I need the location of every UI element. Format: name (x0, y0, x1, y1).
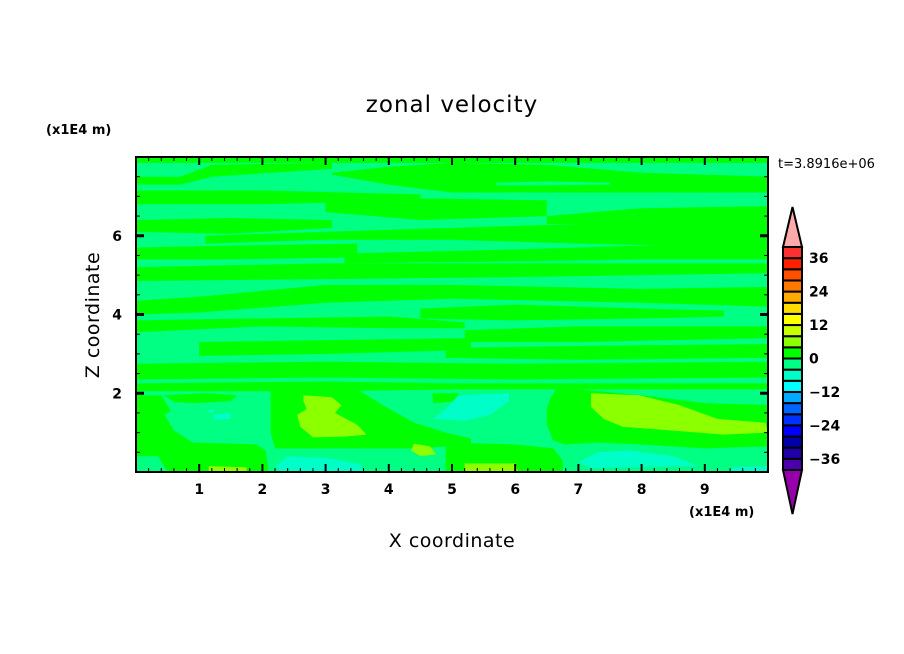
contour-band (464, 326, 768, 343)
contour-band (136, 162, 332, 185)
colorbar-box (782, 402, 803, 416)
colorbar-box (782, 435, 803, 449)
colorbar-tick-label: 36 (809, 251, 828, 267)
y-axis-label: Z coordinate (82, 252, 104, 378)
colorbar-box (782, 379, 803, 393)
tick-labels: 1 2 3 4 5 6 7 8 9 2 4 6 (112, 229, 709, 498)
contour-band (136, 243, 358, 260)
y-unit-label: (x1E4 m) (46, 123, 111, 138)
colorbar-box (782, 268, 803, 282)
colorbar-box (782, 357, 803, 371)
contour-region (136, 395, 269, 472)
x-tick-label: 8 (637, 482, 647, 498)
contour-region (297, 395, 367, 438)
colorbar-tick-label: −12 (809, 385, 840, 401)
contour-region (410, 443, 437, 457)
contour-band (136, 284, 768, 315)
colorbar-box (782, 346, 803, 360)
contour-band (325, 198, 547, 220)
x-tick-label: 5 (447, 482, 457, 498)
contour-region (205, 409, 215, 413)
contour-band (331, 162, 768, 193)
colorbar-box (782, 368, 803, 382)
x-axis-label: X coordinate (389, 530, 515, 552)
contour-field (136, 157, 768, 472)
contour-band (496, 181, 610, 186)
contour-region (275, 456, 364, 472)
colorbar-tick-label: 24 (809, 285, 829, 301)
colorbar-tick-label: −24 (809, 418, 840, 434)
colorbar-box (782, 424, 803, 438)
contour-band (136, 381, 768, 392)
y-tick-label: 4 (112, 308, 122, 324)
contour-band (420, 304, 724, 321)
x-tick-label: 9 (700, 482, 710, 498)
colorbar-box (782, 446, 803, 460)
x-tick-label: 1 (194, 482, 204, 498)
contour-band (445, 344, 768, 360)
time-label: t=3.8916e+06 (778, 157, 875, 172)
plot-frame (135, 156, 769, 473)
colorbar-tick-label: −36 (809, 452, 840, 468)
contour-region (164, 393, 238, 404)
contour-region (433, 393, 509, 421)
colorbar-box (782, 257, 803, 271)
x-tick-label: 2 (258, 482, 268, 498)
colorbar-box (782, 390, 803, 405)
contour-region (591, 393, 768, 435)
colorbar: −36 −24 −12 0 12 24 36 (781, 206, 840, 515)
contour-region (213, 412, 231, 421)
contour-band (136, 218, 332, 234)
colorbar-box (782, 413, 803, 427)
x-tick-label: 4 (384, 482, 394, 498)
contour-region (464, 463, 519, 472)
x-tick-label: 7 (574, 482, 584, 498)
contour-band (136, 316, 465, 333)
contour-band (136, 361, 768, 380)
contour-region (578, 450, 699, 469)
colorbar-box (782, 335, 803, 349)
x-tick-label: 6 (510, 482, 520, 498)
colorbar-box (782, 324, 803, 338)
colorbar-box (782, 290, 803, 304)
y-tick-label: 2 (112, 386, 122, 402)
colorbar-box (782, 457, 803, 472)
x-tick-label: 3 (321, 482, 331, 498)
contour-region (730, 466, 768, 472)
colorbar-tick-label: 12 (809, 318, 828, 334)
colorbar-box (782, 312, 803, 327)
contour-band (344, 241, 768, 264)
contour-band (546, 206, 768, 224)
y-tick-label: 6 (112, 229, 122, 245)
contour-band (136, 263, 768, 282)
contour-band (205, 220, 768, 248)
colorbar-box (782, 246, 803, 260)
chart-title: zonal velocity (366, 92, 538, 118)
colorbar-box (782, 279, 803, 293)
colorbar-tick-label: 0 (809, 352, 819, 368)
contour-band (199, 338, 471, 356)
colorbar-box (782, 301, 803, 315)
x-unit-label: (x1E4 m) (689, 505, 754, 520)
